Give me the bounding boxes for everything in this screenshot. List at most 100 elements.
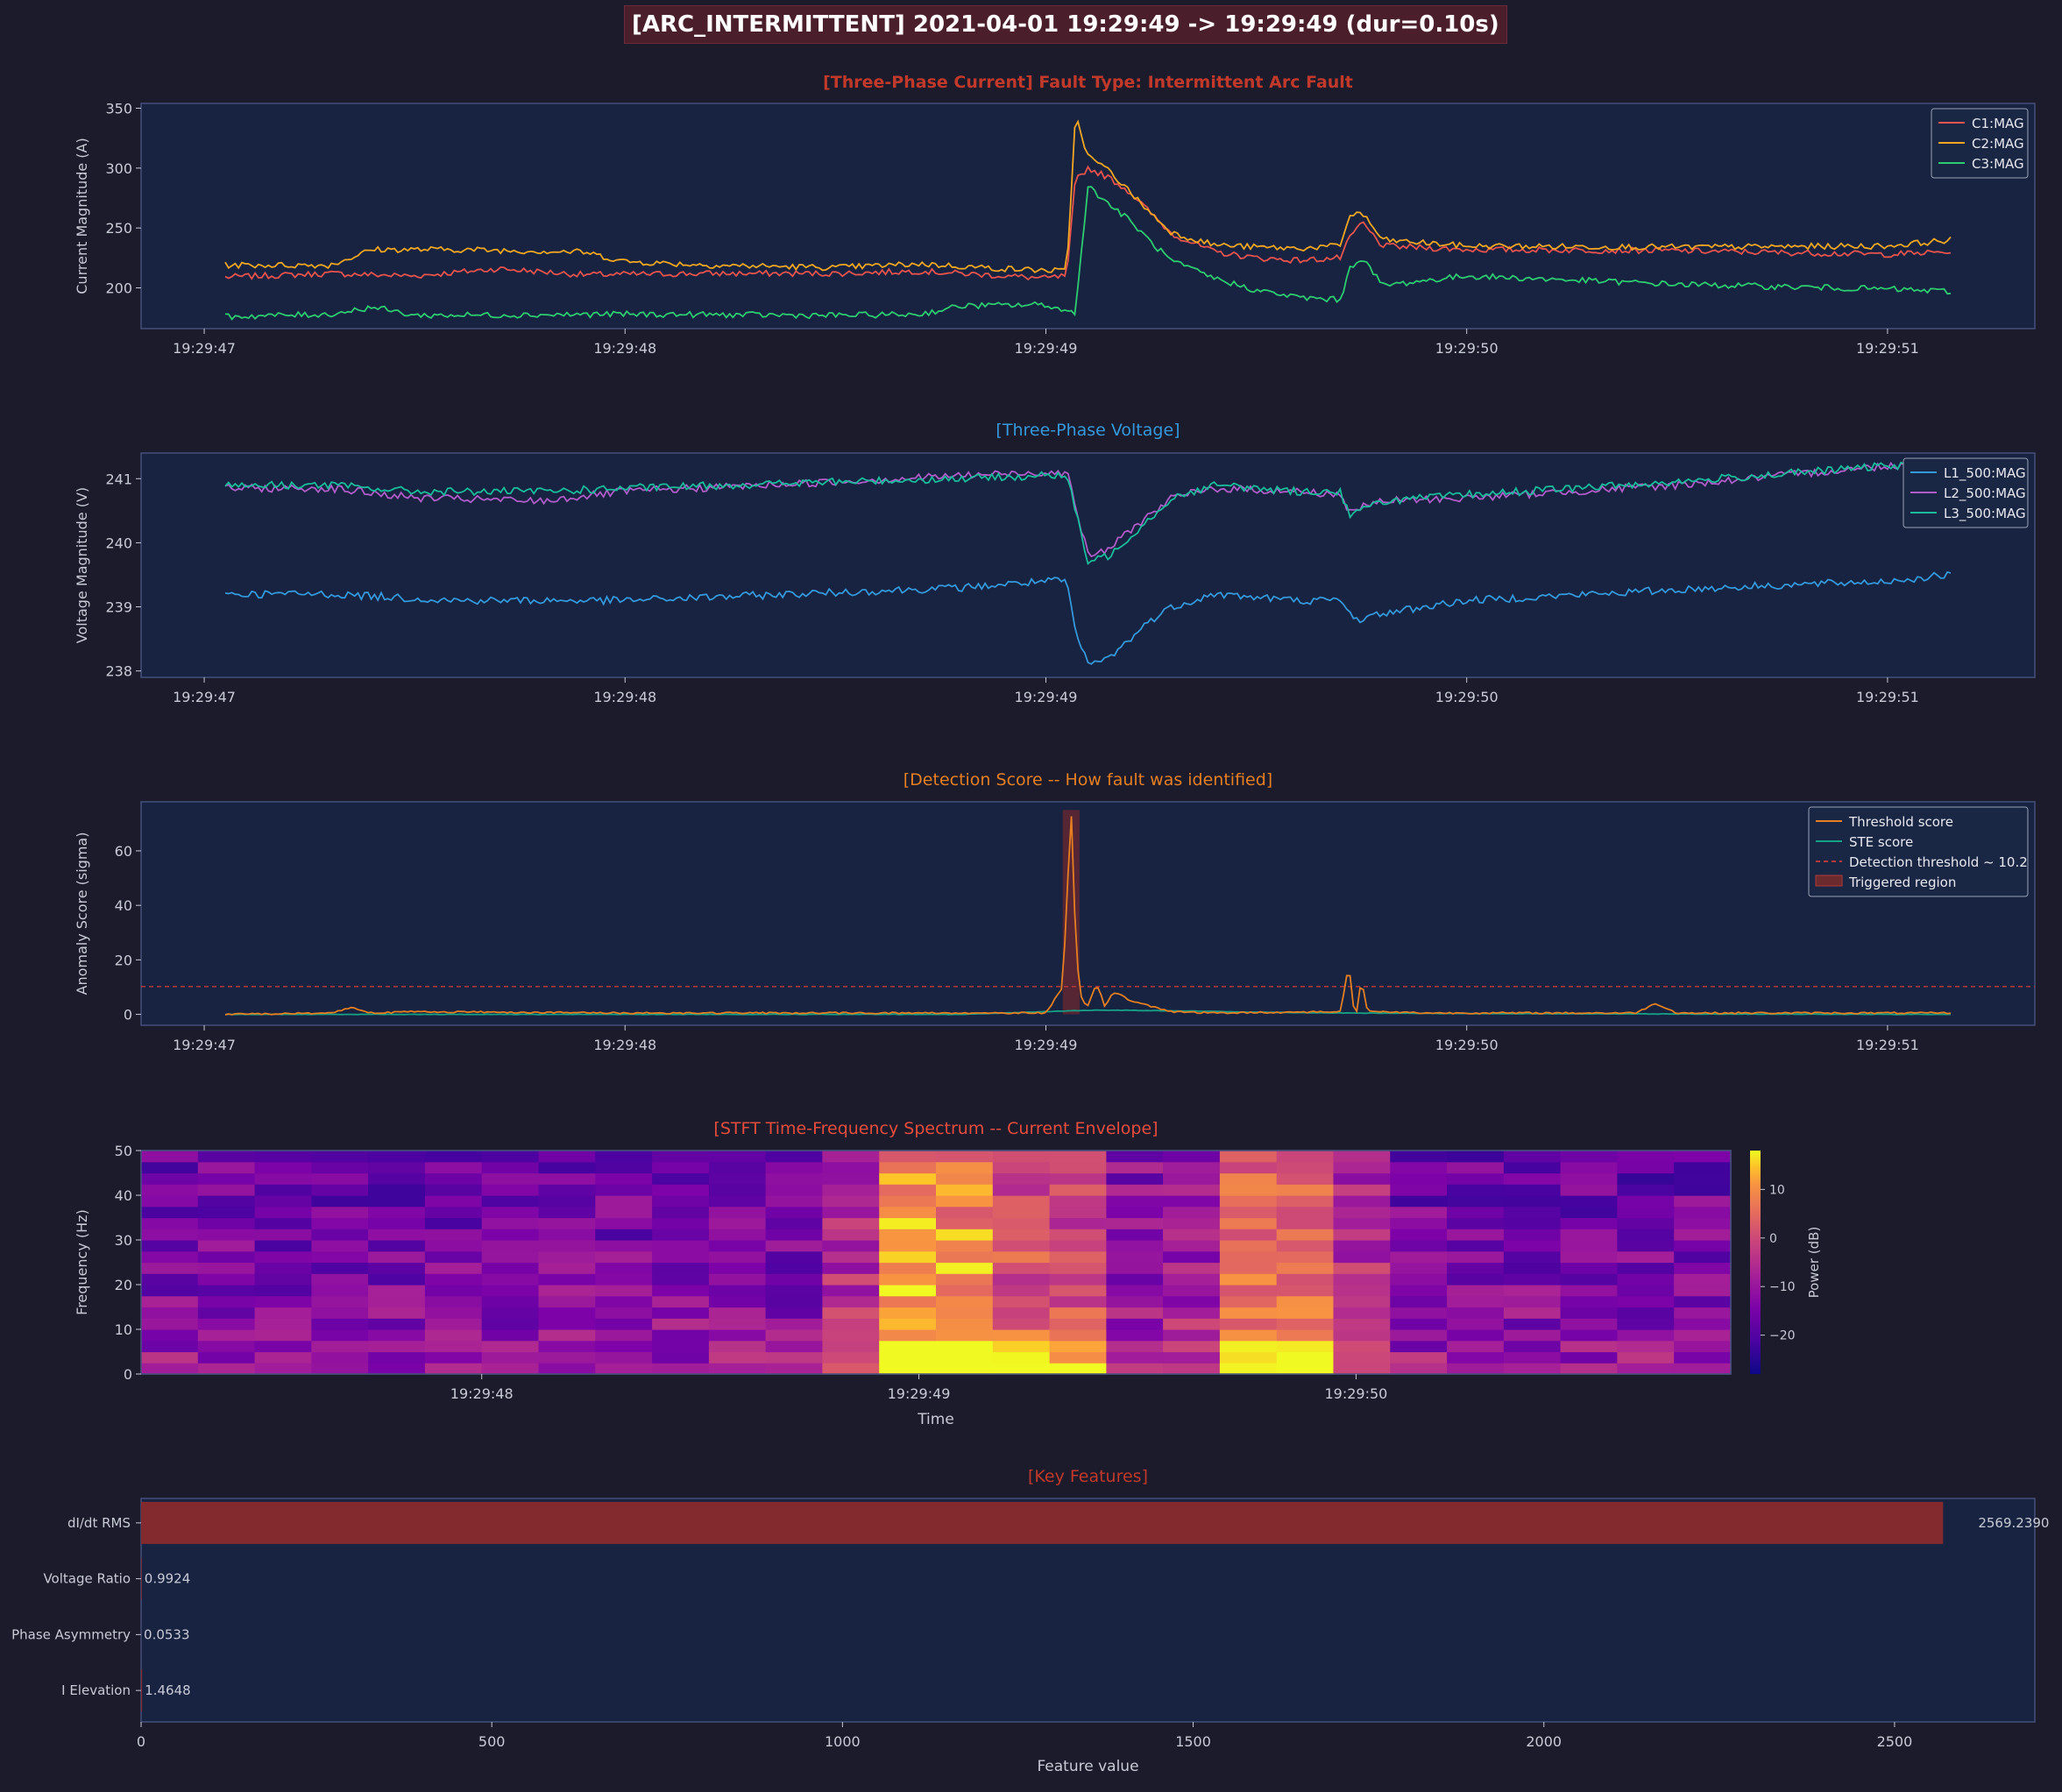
spectrogram-cell	[1561, 1263, 1618, 1274]
spectrogram-cell	[539, 1173, 596, 1185]
feature-value-label: 2569.2390	[1978, 1515, 2049, 1531]
spectrogram-cell	[368, 1285, 425, 1296]
feature-value-label: 0.9924	[145, 1571, 191, 1587]
spectrogram-cell	[766, 1352, 823, 1363]
spectrogram-cell	[1504, 1263, 1561, 1274]
spectrogram-cell	[255, 1285, 312, 1296]
feature-label: I Elevation	[61, 1682, 131, 1698]
x-tick-label: 2500	[1877, 1733, 1913, 1750]
spectrogram-cell	[1561, 1195, 1618, 1207]
spectrogram-cell	[368, 1318, 425, 1329]
spectrogram-cell	[652, 1173, 709, 1185]
x-tick-label: 19:29:47	[173, 1037, 236, 1053]
spectrogram-cell	[709, 1273, 766, 1285]
spectrogram-cell	[1277, 1352, 1334, 1363]
spectrogram-cell	[595, 1296, 652, 1307]
spectrogram-cell	[936, 1263, 993, 1274]
spectrogram-cell	[1617, 1207, 1674, 1218]
spectrogram-cell	[255, 1195, 312, 1207]
spectrogram-cell	[539, 1341, 596, 1352]
spectrogram-cell	[1106, 1229, 1163, 1240]
spectrogram-cell	[425, 1285, 482, 1296]
spectrogram-cell	[1674, 1318, 1731, 1329]
spectrogram-cell	[1504, 1285, 1561, 1296]
spectrogram-cell	[255, 1229, 312, 1240]
spectrogram-cell	[595, 1151, 652, 1162]
spectrogram-cell	[368, 1352, 425, 1363]
spectrogram-cell	[482, 1240, 539, 1251]
spectrogram-cell	[1617, 1363, 1674, 1374]
spectrogram-cell	[1390, 1341, 1447, 1352]
spectrogram-cell	[1390, 1218, 1447, 1229]
spectrogram-cell	[822, 1218, 879, 1229]
spectrogram-cell	[1447, 1162, 1504, 1173]
spectrogram-cell	[141, 1341, 198, 1352]
x-tick-label: 19:29:50	[1435, 340, 1499, 357]
spectrogram-cell	[1561, 1229, 1618, 1240]
x-tick-label: 19:29:48	[593, 689, 656, 705]
spectrogram-cell	[368, 1184, 425, 1195]
spectrogram-cell	[766, 1263, 823, 1274]
spectrogram-cell	[822, 1240, 879, 1251]
spectrogram-cell	[879, 1273, 936, 1285]
spectrogram-cell	[1390, 1273, 1447, 1285]
spectrogram-cell	[1334, 1307, 1391, 1319]
spectrogram-cell	[482, 1329, 539, 1341]
x-tick-label: 19:29:49	[1015, 340, 1078, 357]
spectrogram-cell	[652, 1229, 709, 1240]
feature-value-label: 1.4648	[145, 1682, 191, 1698]
spectrogram-cell	[936, 1329, 993, 1341]
spectrogram-cell	[1220, 1318, 1277, 1329]
y-tick-label: 0	[124, 1007, 132, 1023]
spectrogram-cell	[141, 1352, 198, 1363]
spectrogram-cell	[1617, 1229, 1674, 1240]
spectrogram-cell	[993, 1173, 1050, 1185]
spectrogram-cell	[482, 1173, 539, 1185]
spectrogram-cell	[311, 1329, 368, 1341]
spectrogram-cell	[936, 1341, 993, 1352]
spectrogram-cell	[993, 1162, 1050, 1173]
spectrogram-cell	[198, 1296, 255, 1307]
spectrogram-cell	[141, 1363, 198, 1374]
spectrogram-cell	[1617, 1184, 1674, 1195]
spectrogram-cell	[1504, 1341, 1561, 1352]
spectrogram-cell	[993, 1195, 1050, 1207]
spectrogram-cell	[482, 1341, 539, 1352]
spectrogram-cell	[1050, 1151, 1107, 1162]
spectrogram-cell	[425, 1263, 482, 1274]
colorbar-tick-label: −20	[1769, 1329, 1796, 1343]
spectrogram-cell	[709, 1151, 766, 1162]
spectrogram-cell	[1617, 1307, 1674, 1319]
legend-entry: Detection threshold ~ 10.2	[1849, 854, 2028, 870]
spectrogram-cell	[1163, 1341, 1220, 1352]
spectrogram-cell	[879, 1352, 936, 1363]
spectrogram-cell	[198, 1352, 255, 1363]
spectrogram-cell	[539, 1273, 596, 1285]
spectrogram-cell	[368, 1296, 425, 1307]
spectrogram-cell	[539, 1240, 596, 1251]
spectrogram-cell	[766, 1173, 823, 1185]
spectrogram-cell	[709, 1251, 766, 1263]
spectrogram-cell	[1447, 1218, 1504, 1229]
spectrogram-cell	[1050, 1329, 1107, 1341]
spectrogram-cell	[1617, 1251, 1674, 1263]
spectrogram-cell	[1561, 1285, 1618, 1296]
spectrogram-cell	[1447, 1341, 1504, 1352]
spectrogram-cell	[595, 1263, 652, 1274]
spectrogram-cell	[1106, 1162, 1163, 1173]
spectrogram-cell	[1561, 1240, 1618, 1251]
spectrogram-cell	[141, 1151, 198, 1162]
spectrogram-cell	[993, 1352, 1050, 1363]
spectrogram-cell	[766, 1151, 823, 1162]
spectrogram-cell	[1390, 1184, 1447, 1195]
spectrogram-cell	[1277, 1296, 1334, 1307]
spectrogram-cell	[709, 1329, 766, 1341]
spectrogram-cell	[766, 1184, 823, 1195]
spectrogram-cell	[1334, 1273, 1391, 1285]
spectrogram-cell	[482, 1207, 539, 1218]
spectrogram-cell	[879, 1229, 936, 1240]
spectrogram-cell	[368, 1329, 425, 1341]
spectrogram-cell	[595, 1363, 652, 1374]
spectrogram-cell	[879, 1296, 936, 1307]
spectrogram-cell	[1163, 1318, 1220, 1329]
